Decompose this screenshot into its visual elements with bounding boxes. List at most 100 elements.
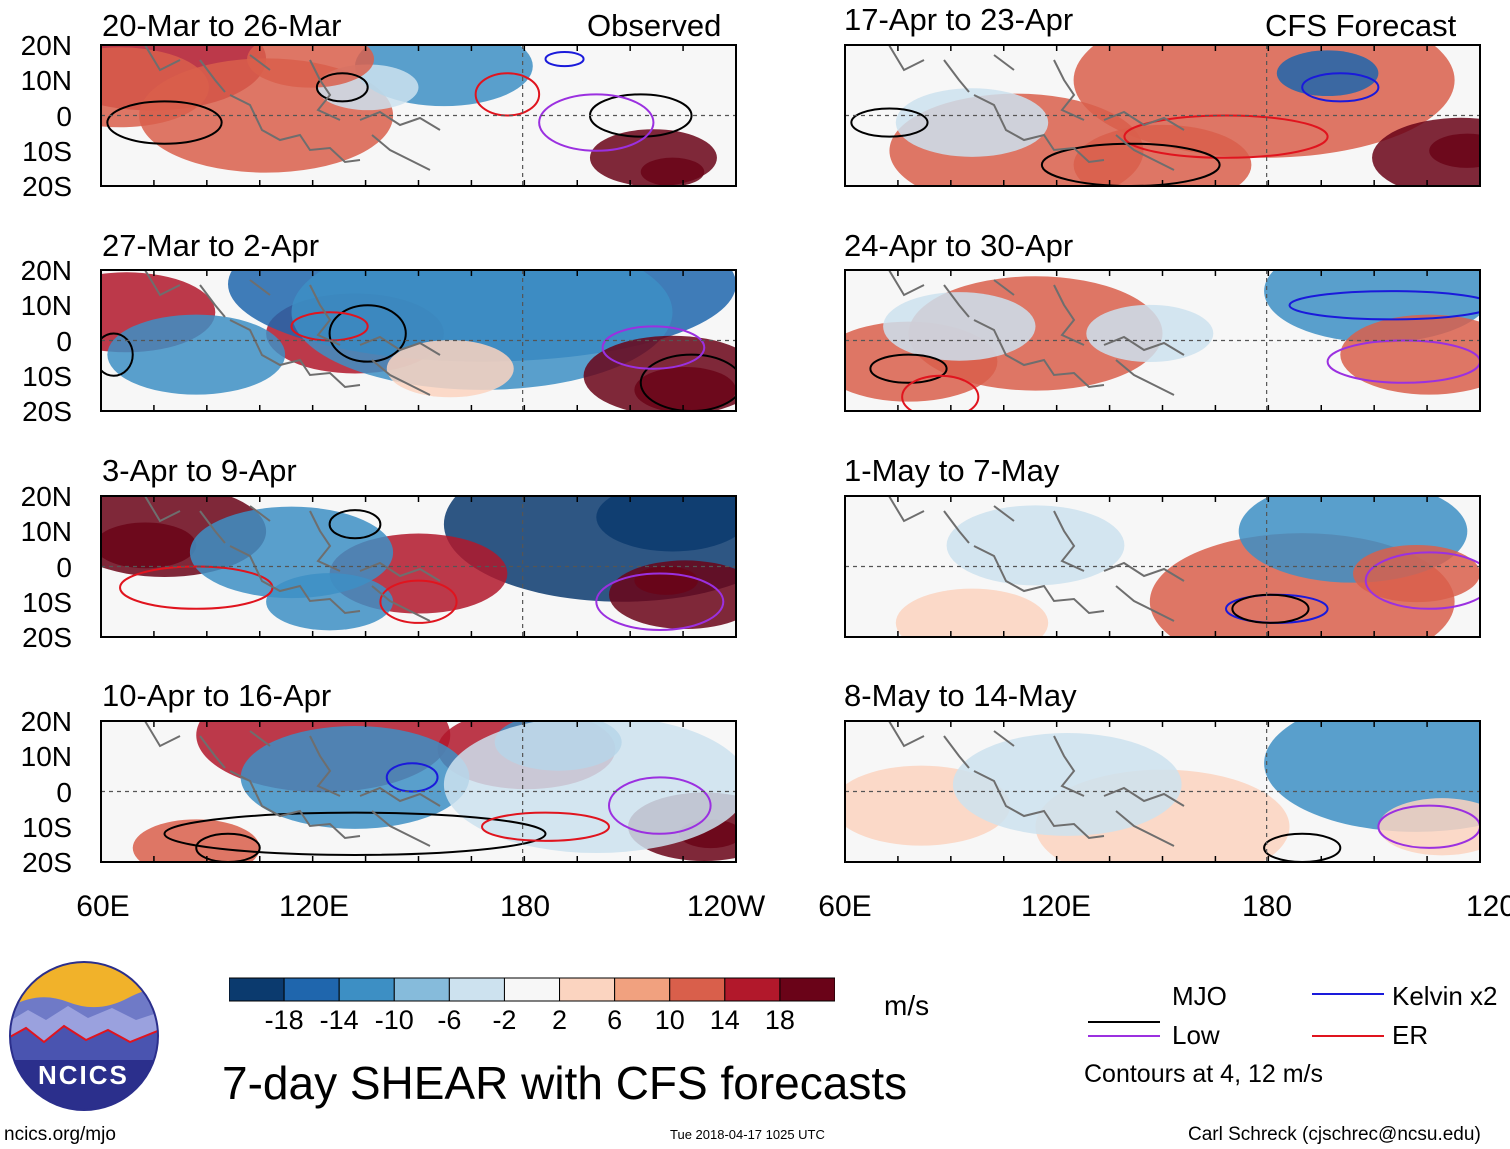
colorbar-tick-label: 14 <box>709 1005 740 1035</box>
colorbar-tick-label: -14 <box>319 1005 359 1035</box>
lon-label-120w-right: 120W <box>1466 890 1510 923</box>
wave-contour-3 <box>608 776 712 835</box>
shear-anomaly-5 <box>1378 798 1480 856</box>
wave-contour-2 <box>869 353 948 384</box>
lat-label-20n: 20N <box>20 255 72 286</box>
lon-label-60e-right: 60E <box>818 890 872 923</box>
shear-anomaly-6 <box>132 819 260 862</box>
shear-anomaly-5 <box>1086 304 1214 363</box>
shear-anomaly-4 <box>596 496 736 552</box>
wave-contour-2 <box>328 304 407 363</box>
lat-label-0: 0 <box>56 100 72 132</box>
map-panel-1 <box>100 44 737 187</box>
lat-label-10n: 10N <box>20 65 72 97</box>
lat-label-10n: 10N <box>20 290 72 322</box>
wave-contour-1 <box>106 100 223 145</box>
colorbar-tick-label: 6 <box>607 1005 623 1035</box>
colorbar-swatch-10 <box>724 977 781 1002</box>
lat-label-20s: 20S <box>22 171 72 202</box>
shear-anomaly-6 <box>634 366 736 411</box>
legend-label-er: ER <box>1392 1020 1429 1050</box>
colorbar <box>229 977 835 1002</box>
colorbar-tick-label: 10 <box>654 1005 685 1035</box>
lat-label-20s: 20S <box>22 847 72 878</box>
wave-contour-2 <box>315 72 369 103</box>
legend-label-low: Low <box>1172 1020 1220 1050</box>
lon-label-180-left: 180 <box>499 890 551 923</box>
shear-anomaly-6 <box>1073 124 1252 186</box>
colorbar-tick-label: 18 <box>764 1005 795 1035</box>
colorbar-swatch-5 <box>448 977 505 1002</box>
lat-label-10s: 10S <box>22 135 72 167</box>
map-panel-3 <box>100 495 737 638</box>
coastline <box>144 45 441 171</box>
lat-label-20n: 20N <box>20 706 72 737</box>
shear-anomaly-8 <box>386 340 514 398</box>
legend-label-mjo: MJO <box>1172 981 1227 1011</box>
legend-line-er <box>1312 1035 1384 1037</box>
coastline <box>888 496 1185 622</box>
coastline <box>888 45 1185 171</box>
footer-credit: Carl Schreck (cjschrec@ncsu.edu) <box>1188 1124 1481 1145</box>
colorbar-swatch-11 <box>779 977 835 1002</box>
lat-label-0: 0 <box>56 776 72 808</box>
lat-label-20s: 20S <box>22 622 72 653</box>
wave-contour-6 <box>544 51 585 68</box>
wave-contour-5 <box>385 762 439 793</box>
colorbar-units: m/s <box>884 990 930 1021</box>
coastline <box>144 496 441 622</box>
shear-anomaly-2 <box>101 522 197 569</box>
colorbar-tick-label: 2 <box>552 1005 568 1035</box>
map-panel-4 <box>100 720 737 863</box>
footer-url[interactable]: ncics.org/mjo <box>4 1124 116 1145</box>
shear-anomaly-7 <box>895 88 1049 157</box>
wave-contour-1 <box>163 811 547 856</box>
colorbar-swatch-6 <box>503 977 561 1002</box>
shear-anomaly-6 <box>640 157 705 186</box>
colorbar-swatch-1 <box>229 977 285 1002</box>
map-panel-5 <box>844 44 1481 187</box>
coastline <box>888 721 1185 847</box>
observed-label: Observed <box>587 8 722 43</box>
legend-label-kelvin: Kelvin x2 <box>1392 981 1498 1011</box>
colorbar-tick-label: -10 <box>374 1005 414 1035</box>
colorbar-swatch-3 <box>338 977 395 1002</box>
shear-anomaly-6 <box>634 566 698 595</box>
wave-contour-2 <box>1123 114 1329 159</box>
wave-contour-3 <box>595 572 725 631</box>
lat-label-10n: 10N <box>20 516 72 548</box>
logo-text: NCICS <box>38 1060 129 1090</box>
colorbar-swatch-2 <box>283 977 340 1002</box>
panel-title-2: 27-Mar to 2-Apr <box>102 228 320 263</box>
wave-contour-5 <box>474 72 541 117</box>
legend-line-low <box>1088 1035 1160 1037</box>
lat-label-10s: 10S <box>22 811 72 843</box>
wave-contour-4 <box>1040 142 1221 186</box>
shear-anomaly-4 <box>291 270 673 390</box>
shear-anomaly-9 <box>266 573 394 631</box>
wave-contour-2 <box>379 579 458 624</box>
panel-title-3: 3-Apr to 9-Apr <box>102 453 297 488</box>
shear-anomaly-4 <box>952 733 1182 836</box>
map-panel-8 <box>844 720 1481 863</box>
contour-note: Contours at 4, 12 m/s <box>1084 1060 1324 1088</box>
wave-contour-1 <box>850 107 929 138</box>
shear-anomaly-7 <box>107 314 286 395</box>
shear-anomaly-3 <box>1353 544 1480 603</box>
shear-anomaly-8 <box>443 721 736 854</box>
map-panel-7 <box>844 495 1481 638</box>
colorbar-swatch-8 <box>614 977 671 1002</box>
coastline <box>888 270 1185 396</box>
wave-contour-1 <box>1263 832 1342 862</box>
legend-line-kelvin <box>1312 993 1384 995</box>
ncics-logo <box>9 961 159 1111</box>
wave-contour-2 <box>481 811 610 842</box>
shear-anomaly-4 <box>1429 133 1480 168</box>
wave-contour-4 <box>901 374 980 411</box>
lat-label-10s: 10S <box>22 586 72 618</box>
footer-timestamp: Tue 2018-04-17 1025 UTC <box>670 1127 825 1142</box>
wave-contour-4 <box>601 325 706 370</box>
coastline <box>144 721 441 847</box>
wave-contour-3 <box>1364 551 1480 610</box>
